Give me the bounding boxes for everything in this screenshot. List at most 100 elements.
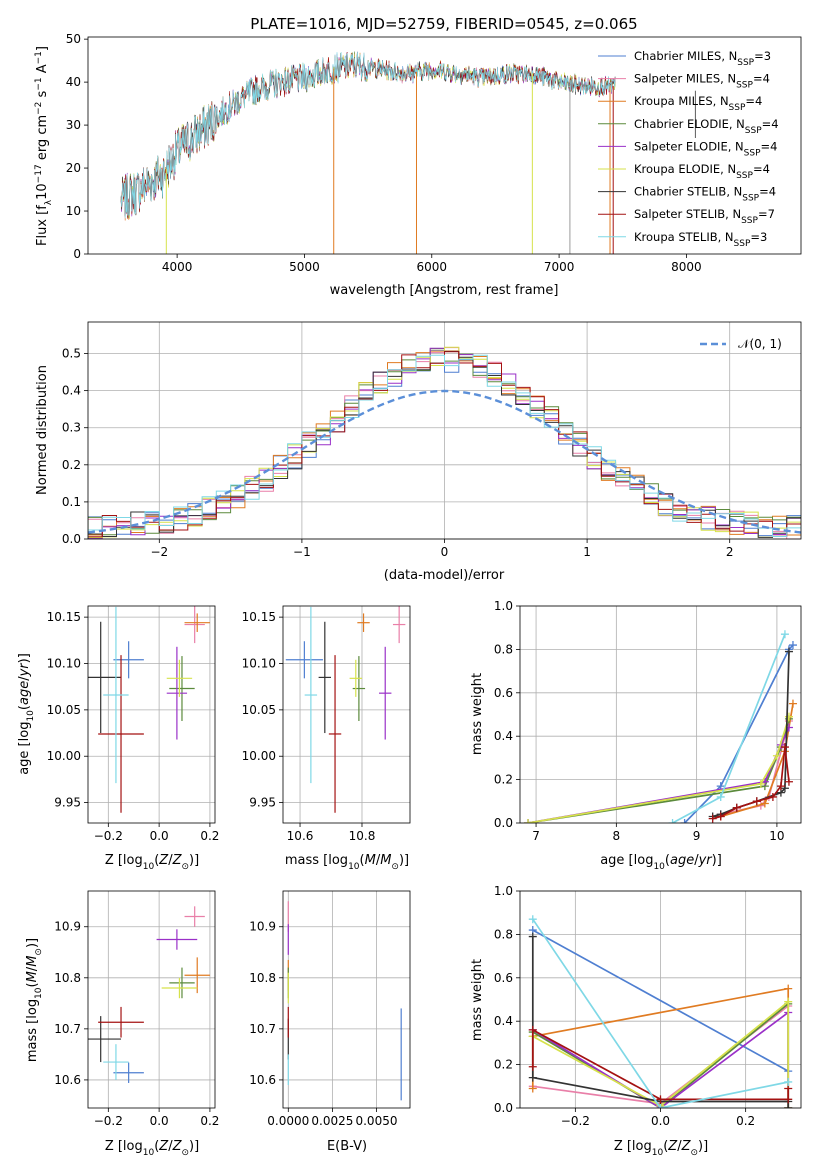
legend-part: Kroupa MILES, N [634,94,729,108]
label-part: Z [log [614,1139,652,1154]
label-part: age [17,681,32,705]
label-part: (data-model)/error [384,568,505,583]
x-axis-label: wavelength [Angstrom, rest frame] [330,283,559,298]
y-tick-label: 0.1 [62,495,81,509]
weight-marker [784,1077,793,1086]
y-tick-label: 0.0 [494,816,513,830]
label-part: ⊙ [690,1148,698,1158]
x-tick-label: 0 [441,545,449,559]
weight-marker [780,784,789,793]
y-tick-label: 0.2 [62,458,81,472]
label-part: )] [25,938,40,948]
y-tick-label: 10.10 [242,656,276,670]
y-tick-label: 0.8 [494,642,513,656]
y-tick-label: 40 [66,75,81,89]
label-part: yr [698,853,714,868]
y-tick-label: 1.0 [494,884,513,898]
legend-part: SSP [736,81,753,91]
weight-marker [780,743,789,752]
legend-part: SSP [734,239,751,249]
legend-entry: 𝒩(0, 1) [738,337,782,351]
y-tick-label: 10.9 [54,920,81,934]
label-part: 10 [35,183,50,200]
label-part: age [670,853,694,868]
label-part: Z [172,853,183,868]
y-tick-label: 9.95 [54,796,81,810]
weight-marker [784,1104,793,1108]
label-part: ( [663,1139,668,1154]
label-part: M [25,956,40,967]
x-tick-label: 4000 [162,260,193,274]
label-part: ⊙ [181,862,189,872]
x-tick-label: −0.2 [94,829,123,843]
label-part: )] [189,853,199,868]
x-tick-label: 0.0 [651,1114,670,1128]
legend-part: Kroupa ELODIE, N [634,162,736,176]
y-tick-label: 50 [66,32,81,46]
weight-marker [772,751,781,760]
legend-entry: Kroupa MILES, NSSP=4 [634,94,762,113]
weight-line [712,746,790,820]
legend-part: =4 [753,162,770,176]
weight-marker [668,819,677,823]
label-part: λ [44,199,54,205]
legend-part: SSP [745,126,762,136]
legend-entry: Chabrier STELIB, NSSP=4 [634,185,776,204]
y-tick-label: 0.5 [62,347,81,361]
label-part: Normed distribution [35,365,50,495]
x-tick-label: 0.0 [150,829,169,843]
legend-part: SSP [744,148,761,158]
x-tick-label: 0.0 [150,1114,169,1128]
x-tick-label: −0.2 [94,1114,123,1128]
legend-part: SSP [741,216,758,226]
y-tick-label: 0.0 [62,532,81,546]
weight-marker [788,641,797,650]
label-part: age [log [600,853,653,868]
label-part: ⊙ [391,862,399,872]
label-part: mass [log [25,999,40,1062]
weight-marker [784,647,793,656]
legend-part: Chabrier STELIB, N [634,185,742,199]
x-tick-label: 0.0025 [311,1114,353,1128]
weight-marker [716,812,725,821]
weight-marker [528,1025,537,1034]
label-part: ⊙ [34,948,44,956]
y-tick-label: 0.6 [494,971,513,985]
label-part: 10 [653,862,665,872]
label-part: Z [667,1139,678,1154]
label-part: −17 [34,164,44,183]
y-tick-label: 10.9 [249,920,276,934]
weight-marker [752,797,761,806]
x-axis-label: mass [log10(M/M⊙)] [285,853,409,872]
label-part: s [35,90,50,101]
axes-frame [519,890,802,1109]
x-tick-label: 10.6 [287,829,314,843]
label-part: wavelength [Angstrom, rest frame] [330,283,559,298]
legend-part: Salpeter MILES, N [634,72,736,86]
y-tick-label: 10 [66,204,81,218]
legend-part: SSP [737,58,754,68]
label-part: / [168,1139,173,1154]
legend-entry: Chabrier ELODIE, NSSP=4 [634,117,779,136]
label-part: ( [17,705,32,710]
label-part: Z [158,853,169,868]
label-part: )] [189,1139,199,1154]
figure-title: PLATE=1016, MJD=52759, FIBERID=0545, z=0… [250,15,637,33]
label-part: ( [360,853,365,868]
label-part: M [25,971,40,982]
legend-entry: Salpeter STELIB, NSSP=7 [634,207,775,226]
weight-marker [716,792,725,801]
weight-marker [680,819,689,823]
label-part: age [log [17,722,32,775]
y-tick-label: 10.05 [242,703,276,717]
x-tick-label: −0.2 [561,1114,590,1128]
label-part: )] [399,853,409,868]
label-part: )] [712,853,722,868]
weight-line [532,918,789,1108]
x-tick-label: 2 [726,545,734,559]
legend-part: =3 [754,49,771,63]
legend-part: Chabrier MILES, N [634,49,737,63]
weight-line [683,644,794,823]
weight-line [527,716,790,823]
weight-marker [776,782,785,791]
